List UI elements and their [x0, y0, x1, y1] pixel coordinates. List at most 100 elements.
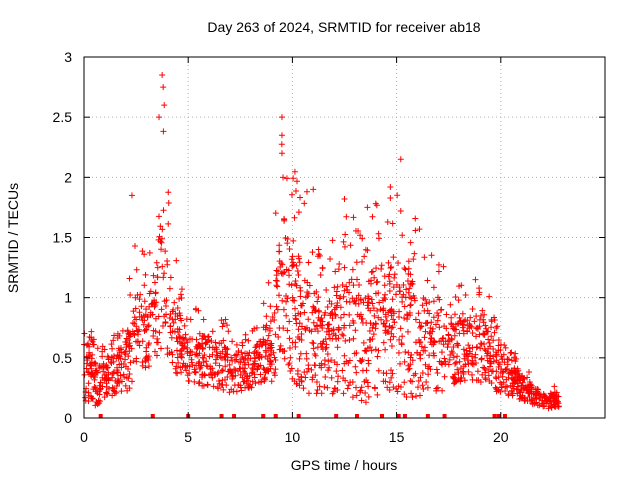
- data-point: [382, 313, 389, 320]
- data-point: [127, 291, 134, 298]
- data-point: [242, 336, 249, 343]
- data-point: [372, 346, 379, 353]
- data-point: [382, 323, 389, 330]
- data-point: [508, 367, 515, 374]
- data-point: [225, 368, 232, 375]
- data-point: [502, 344, 509, 351]
- data-point: [457, 365, 464, 372]
- data-point: [298, 323, 305, 330]
- data-point: [254, 365, 261, 372]
- data-point: [329, 237, 336, 244]
- data-point: [267, 318, 274, 325]
- data-point: [375, 347, 382, 354]
- data-point: [443, 311, 450, 318]
- data-point: [434, 384, 441, 391]
- data-point: [130, 358, 137, 365]
- data-point: [505, 370, 512, 377]
- data-point: [455, 320, 462, 327]
- data-point: [150, 332, 157, 339]
- data-point: [429, 328, 436, 335]
- data-point: [401, 379, 408, 386]
- data-point: [174, 304, 181, 311]
- x-tick-label: 10: [285, 429, 301, 445]
- data-point: [417, 355, 424, 362]
- data-point: [111, 390, 118, 397]
- data-point: [349, 295, 356, 302]
- data-point: [290, 175, 297, 182]
- data-points: [81, 72, 562, 418]
- data-point: [184, 363, 191, 370]
- data-point: [153, 352, 160, 359]
- data-point: [499, 356, 506, 363]
- data-point: [122, 363, 129, 370]
- zero-point: [296, 414, 301, 418]
- data-point: [309, 339, 316, 346]
- data-point: [286, 360, 293, 367]
- data-point: [324, 303, 331, 310]
- data-point: [451, 380, 458, 387]
- data-point: [524, 374, 531, 381]
- data-point: [424, 384, 431, 391]
- data-point: [177, 291, 184, 298]
- data-point: [358, 397, 365, 404]
- data-point: [329, 310, 336, 317]
- data-point: [369, 324, 376, 331]
- data-point: [213, 346, 220, 353]
- data-point: [272, 210, 279, 217]
- data-point: [304, 279, 311, 286]
- data-point: [438, 349, 445, 356]
- data-point: [476, 316, 483, 323]
- data-point: [326, 321, 333, 328]
- data-point: [365, 357, 372, 364]
- data-point: [343, 283, 350, 290]
- data-point: [297, 284, 304, 291]
- data-point: [366, 336, 373, 343]
- data-point: [341, 322, 348, 329]
- data-point: [147, 288, 154, 295]
- data-point: [362, 246, 369, 253]
- data-point: [358, 358, 365, 365]
- zero-point: [492, 414, 497, 418]
- data-point: [224, 357, 231, 364]
- data-point: [289, 375, 296, 382]
- data-point: [333, 368, 340, 375]
- data-point: [298, 336, 305, 343]
- data-point: [369, 300, 376, 307]
- data-point: [501, 342, 508, 349]
- data-point: [319, 322, 326, 329]
- data-point: [216, 340, 223, 347]
- data-point: [380, 370, 387, 377]
- y-tick-label: 1.5: [53, 230, 73, 246]
- data-point: [220, 320, 227, 327]
- data-point: [176, 295, 183, 302]
- data-point: [195, 341, 202, 348]
- data-point: [323, 286, 330, 293]
- data-point: [349, 394, 356, 401]
- data-point: [271, 309, 278, 316]
- data-point: [392, 291, 399, 298]
- data-point: [368, 296, 375, 303]
- data-point: [370, 305, 377, 312]
- data-point: [109, 374, 116, 381]
- data-point: [83, 353, 90, 360]
- data-point: [108, 354, 115, 361]
- data-point: [253, 324, 260, 331]
- data-point: [379, 297, 386, 304]
- data-point: [283, 298, 290, 305]
- data-point: [286, 318, 293, 325]
- data-point: [293, 320, 300, 327]
- data-point: [318, 364, 325, 371]
- data-point: [165, 199, 172, 206]
- data-point: [373, 279, 380, 286]
- data-point: [93, 388, 100, 395]
- data-point: [310, 319, 317, 326]
- data-point: [228, 354, 235, 361]
- data-point: [284, 240, 291, 247]
- data-point: [133, 355, 140, 362]
- data-point: [364, 299, 371, 306]
- data-point: [292, 281, 299, 288]
- data-point: [88, 328, 95, 335]
- data-point: [286, 246, 293, 253]
- data-point: [464, 317, 471, 324]
- data-point: [360, 339, 367, 346]
